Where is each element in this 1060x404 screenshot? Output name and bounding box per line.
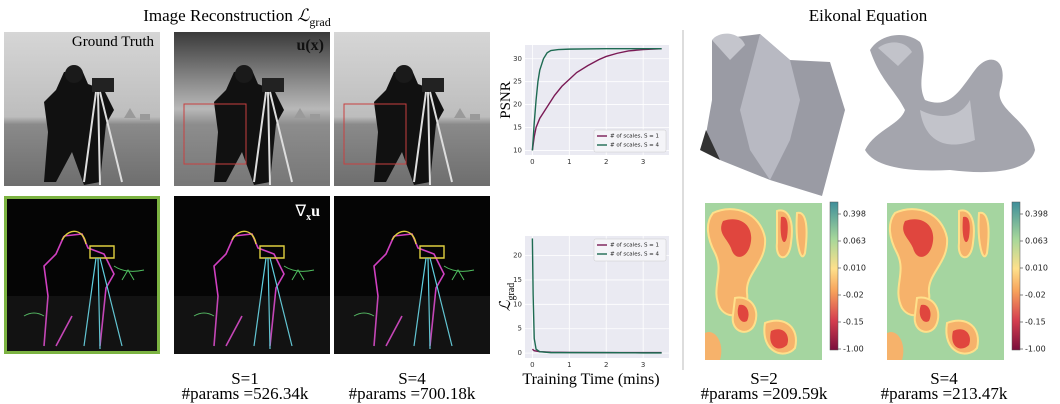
x-tick-label: 3 (641, 361, 645, 369)
y-tick-label: 20 (513, 101, 522, 109)
colorbar (830, 202, 838, 350)
y-tick-label: 30 (513, 55, 522, 63)
x-axis-label: Training Time (mins) (522, 371, 659, 388)
title-text: Image Reconstruction (143, 6, 293, 25)
caption-params: #params =209.59k (701, 384, 828, 403)
y-tick-label: 5 (518, 325, 522, 333)
x-tick-label: 2 (604, 158, 608, 166)
heatmap-s2 (705, 203, 822, 360)
x-tick-label: 0 (530, 158, 534, 166)
colorbar-label: -0.02 (843, 291, 864, 300)
colorbar-label: 0.010 (843, 264, 866, 273)
legend-label: # of scales, S = 4 (610, 252, 660, 258)
heatmap-s4 (887, 203, 1004, 360)
solution-image-s1: u(x) (174, 32, 330, 186)
left-title: Image Reconstruction ℒgrad (143, 6, 330, 29)
y-axis-subscript: grad (506, 283, 517, 301)
colorbar-label: 0.063 (1025, 237, 1048, 246)
y-tick-label: 20 (513, 252, 522, 260)
image-label: Ground Truth (72, 34, 155, 50)
y-tick-label: 15 (513, 124, 522, 132)
title-subscript: grad (309, 15, 330, 29)
caption-params: #params =700.18k (349, 384, 476, 403)
x-tick-label: 1 (567, 158, 571, 166)
colorbar-label: -0.15 (1025, 318, 1046, 327)
colorbar-label: -0.15 (843, 318, 864, 327)
colorbar-label: -1.00 (843, 345, 864, 354)
gradient-body: u (311, 203, 320, 220)
y-tick-label: 25 (513, 78, 522, 86)
colorbar-label: 0.063 (843, 237, 866, 246)
colorbar-label: -0.02 (1025, 291, 1046, 300)
caption-params: #params =213.47k (881, 384, 1008, 403)
surface-render-s4 (865, 35, 1035, 172)
caption-params: #params =526.34k (182, 384, 309, 403)
x-tick-label: 1 (567, 361, 571, 369)
legend-label: # of scales, S = 1 (610, 134, 659, 140)
gradient-image-s4 (334, 196, 490, 354)
line-chart: 10 15 20 25 30 0 1 2 3 # of scales, S = 1 # of sca… (498, 45, 669, 166)
legend-label: # of scales, S = 4 (610, 143, 660, 149)
image-label: u(x) (296, 37, 324, 54)
gradient-ground-truth (4, 196, 160, 354)
colorbar-label: 0.398 (843, 210, 866, 219)
solution-image-s4 (334, 32, 490, 186)
x-tick-label: 2 (604, 361, 608, 369)
y-axis-label: PSNR (498, 81, 514, 119)
ground-truth-image: Ground Truth (4, 32, 160, 186)
figure: Image Reconstruction ℒgrad Eikonal Equat… (0, 0, 1060, 404)
colorbar-label: -1.00 (1025, 345, 1046, 354)
colorbar-label: 0.010 (1025, 264, 1048, 273)
gradient-image-s1: ∇xu (174, 196, 330, 354)
colorbar (1012, 202, 1020, 350)
gradient-symbol: ∇ (294, 203, 306, 220)
y-tick-label: 10 (513, 146, 522, 154)
surface-render-s2 (700, 34, 845, 196)
x-tick-label: 0 (530, 361, 534, 369)
y-tick-label: 10 (513, 300, 522, 308)
title-symbol: ℒ (297, 6, 310, 25)
right-title: Eikonal Equation (809, 6, 928, 25)
legend-label: # of scales, S = 1 (610, 243, 659, 249)
x-tick-label: 3 (641, 158, 645, 166)
colorbar-label: 0.398 (1025, 210, 1048, 219)
y-tick-label: 0 (518, 349, 522, 357)
